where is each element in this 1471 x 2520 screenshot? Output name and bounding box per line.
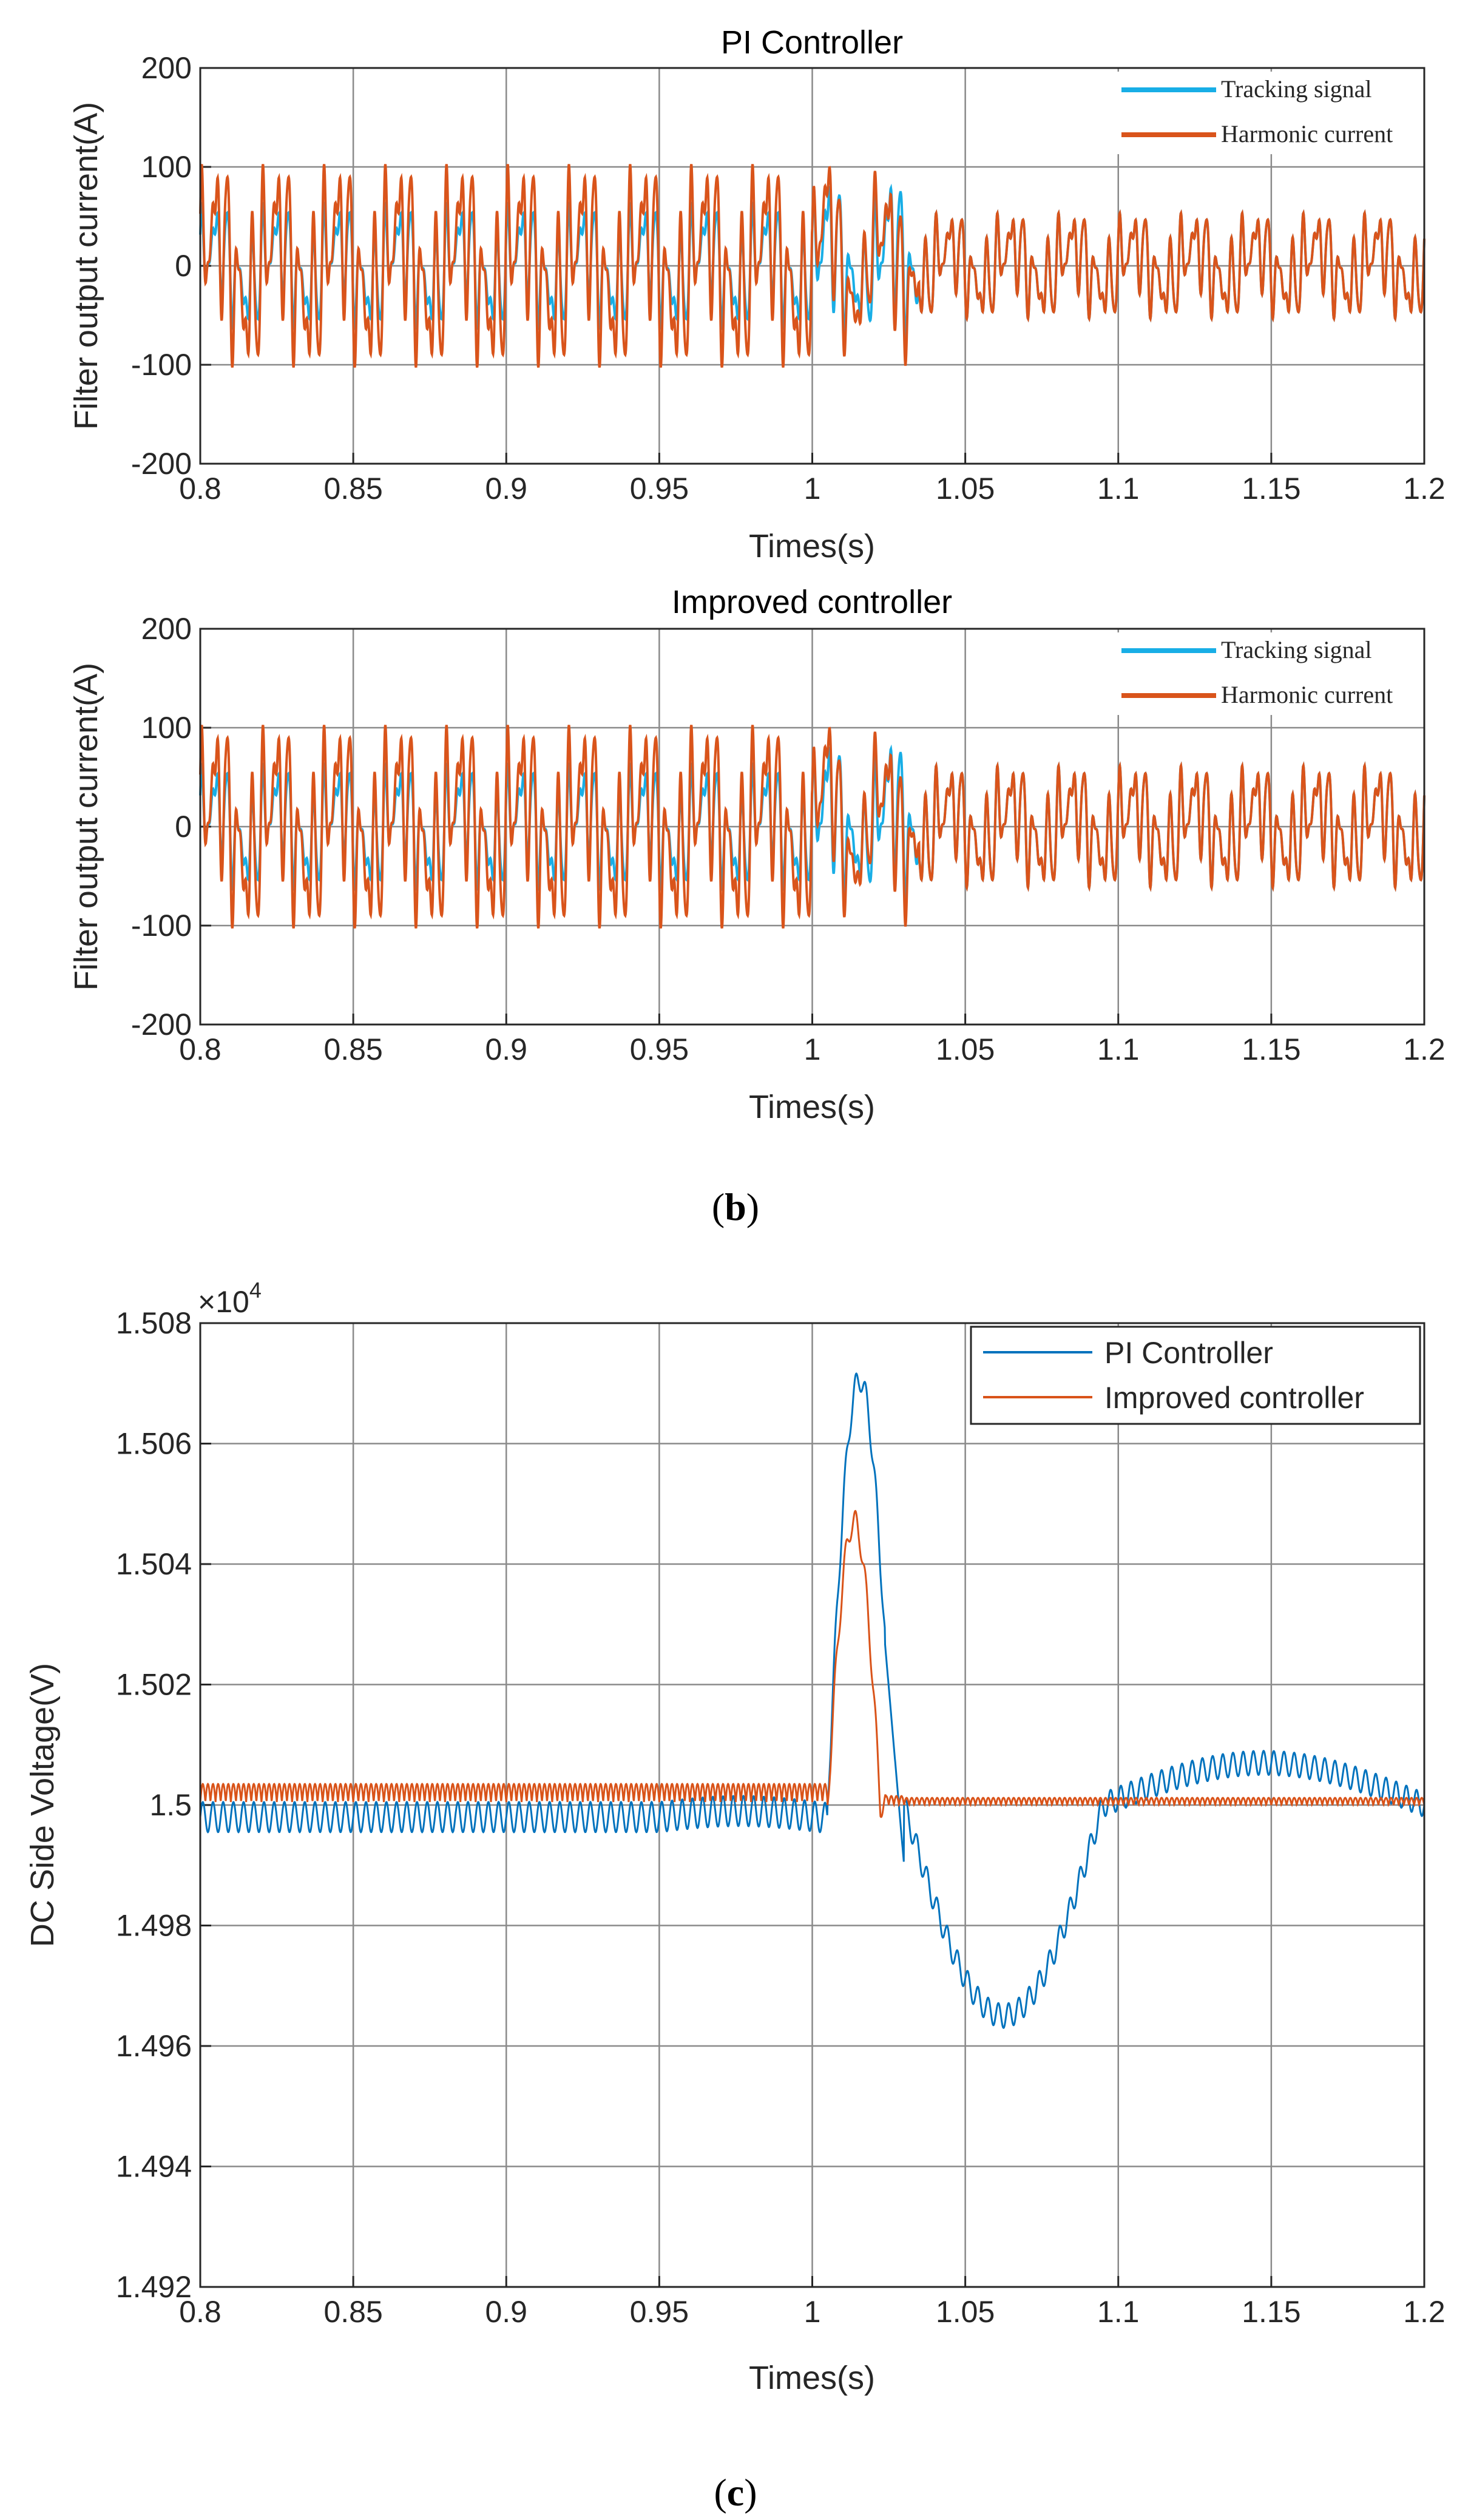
x-tick-label: 1.1 <box>1097 472 1140 506</box>
y-tick-label: 0 <box>175 810 192 844</box>
y-tick-label: 1.502 <box>116 1668 192 1702</box>
caption-c: (c) <box>714 2471 757 2514</box>
series-group <box>199 1372 1425 2029</box>
chart-dc-side-voltage: 0.8 0.85 0.9 0.95 1 1.05 1.1 1.15 1.2 1.492 1.494… <box>24 1278 1446 2396</box>
x-tick-label: 1.05 <box>936 1032 995 1066</box>
y-tick-label: 1.496 <box>116 2029 192 2063</box>
y-tick-labels: -200 -100 0 100 200 <box>131 51 192 481</box>
legend-label-pi: PI Controller <box>1104 1336 1273 1370</box>
y-tick-labels: 1.492 1.494 1.496 1.498 1.5 1.502 1.504 1.506 1.… <box>116 1306 192 2304</box>
y-axis-label: Filter output current(A) <box>68 102 104 430</box>
y-axis-label: DC Side Voltage(V) <box>24 1663 61 1947</box>
x-tick-label: 0.95 <box>630 2295 689 2329</box>
x-tick-label: 1 <box>804 2295 821 2329</box>
x-tick-label: 0.95 <box>630 472 689 506</box>
x-tick-labels: 0.8 0.85 0.9 0.95 1 1.05 1.1 1.15 1.2 <box>179 1032 1446 1066</box>
x-tick-label: 1.15 <box>1242 2295 1300 2329</box>
chart-pi-controller: 0.8 0.85 0.9 0.95 1 1.05 1.1 1.15 1.2 -200 -100 0 1… <box>68 24 1446 564</box>
legend: PI Controller Improved controller <box>970 1326 1421 1425</box>
series-line-harmonic-current <box>199 164 1425 368</box>
x-axis-label: Times(s) <box>749 2360 875 2396</box>
x-tick-label: 0.9 <box>485 2295 527 2329</box>
x-axis-label: Times(s) <box>749 528 875 564</box>
legend-label-harmonic: Harmonic current <box>1221 681 1393 708</box>
x-tick-label: 1.05 <box>936 472 995 506</box>
legend-label-improved: Improved controller <box>1104 1381 1364 1415</box>
series-line-pi-controller <box>199 1372 1425 2029</box>
x-tick-label: 1.05 <box>936 2295 995 2329</box>
y-tick-label: -100 <box>131 909 192 943</box>
x-tick-label: 1.2 <box>1403 1032 1446 1066</box>
legend-box <box>970 1326 1421 1425</box>
x-tick-label: 1.1 <box>1097 1032 1140 1066</box>
y-tick-label: 1.494 <box>116 2150 192 2184</box>
x-tick-label: 1.2 <box>1403 2295 1446 2329</box>
legend-label-tracking: Tracking signal <box>1221 75 1372 103</box>
y-tick-label: 1.506 <box>116 1427 192 1461</box>
y-tick-label: 1.5 <box>149 1788 192 1822</box>
legend-label-harmonic: Harmonic current <box>1221 120 1393 147</box>
x-tick-label: 1 <box>804 1032 821 1066</box>
x-tick-label: 1.15 <box>1242 472 1300 506</box>
x-tick-label: 1.15 <box>1242 1032 1300 1066</box>
y-tick-label: 0 <box>175 249 192 283</box>
y-tick-labels: -200 -100 0 100 200 <box>131 612 192 1042</box>
y-tick-label: 100 <box>141 150 192 184</box>
caption-b-letter: b <box>725 1185 746 1228</box>
legend-label-tracking: Tracking signal <box>1221 636 1372 663</box>
y-tick-label: 100 <box>141 711 192 745</box>
series-line-improved-controller <box>199 1509 1425 1818</box>
plot-frame <box>199 1322 1425 2288</box>
y-tick-label: 1.508 <box>116 1306 192 1340</box>
x-tick-label: 0.8 <box>179 472 221 506</box>
legend: Tracking signal Harmonic current <box>1117 72 1420 154</box>
exponent-base: ×10 <box>198 1285 249 1319</box>
x-tick-label: 0.8 <box>179 1032 221 1066</box>
y-tick-label: -200 <box>131 1008 192 1042</box>
plot-frame <box>199 628 1425 1026</box>
x-tick-label: 1 <box>804 472 821 506</box>
y-tick-label: -200 <box>131 447 192 481</box>
y-axis-label: Filter output current(A) <box>68 663 104 991</box>
series-group <box>199 164 1425 368</box>
caption-c-letter: c <box>727 2471 744 2514</box>
caption-b: (b) <box>712 1185 759 1228</box>
x-axis-label: Times(s) <box>749 1089 875 1125</box>
x-tick-label: 1.1 <box>1097 2295 1140 2329</box>
legend: Tracking signal Harmonic current <box>1117 632 1420 715</box>
x-tick-label: 0.9 <box>485 472 527 506</box>
y-tick-label: 200 <box>141 612 192 646</box>
x-tick-label: 0.9 <box>485 1032 527 1066</box>
chart-title: PI Controller <box>721 24 903 61</box>
y-tick-label: 200 <box>141 51 192 85</box>
y-tick-label: -100 <box>131 348 192 382</box>
plot-frame <box>199 67 1425 465</box>
chart-improved-controller: 0.8 0.85 0.9 0.95 1 1.05 1.1 1.15 1.2 -200 -100 0 1… <box>68 584 1446 1125</box>
x-tick-label: 0.85 <box>323 2295 382 2329</box>
legend-box <box>1117 632 1420 715</box>
x-tick-labels: 0.8 0.85 0.9 0.95 1 1.05 1.1 1.15 1.2 <box>179 472 1446 506</box>
y-axis-exponent: ×104 <box>198 1278 262 1319</box>
exponent-power: 4 <box>249 1278 262 1302</box>
legend-box <box>1117 72 1420 154</box>
y-tick-label: 1.492 <box>116 2270 192 2304</box>
chart-title: Improved controller <box>672 584 952 620</box>
x-tick-labels: 0.8 0.85 0.9 0.95 1 1.05 1.1 1.15 1.2 <box>179 2295 1446 2329</box>
y-tick-label: 1.498 <box>116 1909 192 1943</box>
x-tick-label: 0.85 <box>323 1032 382 1066</box>
series-group <box>199 725 1425 929</box>
x-tick-label: 1.2 <box>1403 472 1446 506</box>
x-tick-label: 0.8 <box>179 2295 221 2329</box>
y-tick-label: 1.504 <box>116 1547 192 1581</box>
x-tick-label: 0.95 <box>630 1032 689 1066</box>
x-tick-label: 0.85 <box>323 472 382 506</box>
series-line-harmonic-current <box>199 725 1425 929</box>
